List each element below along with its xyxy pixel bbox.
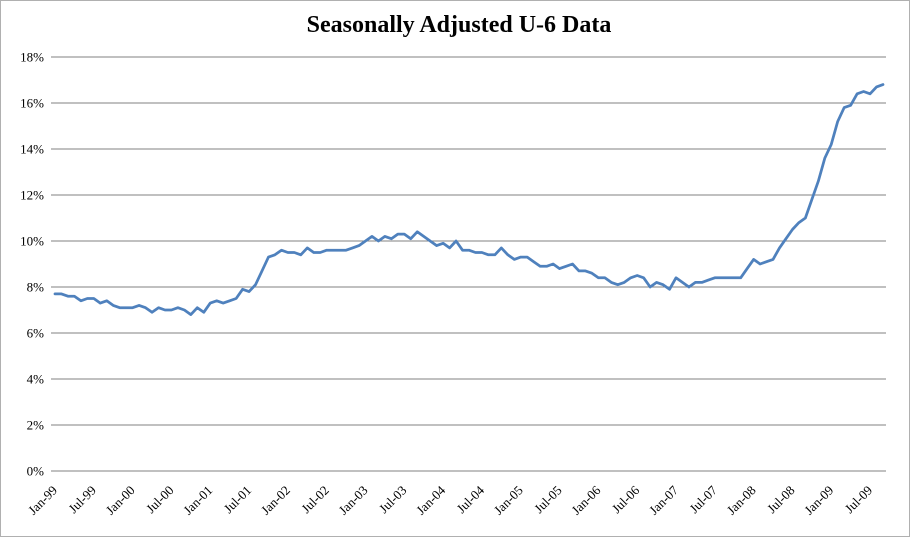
x-axis-tick-label: Jan-04 xyxy=(413,482,448,517)
y-axis-tick-label: 0% xyxy=(27,464,45,479)
x-axis-tick-label: Jan-01 xyxy=(180,483,215,518)
y-axis-tick-label: 10% xyxy=(20,234,44,249)
x-axis-tick-label: Jan-08 xyxy=(724,483,759,518)
y-axis-tick-label: 4% xyxy=(27,372,45,387)
x-axis-tick-label: Jul-99 xyxy=(65,483,99,517)
x-axis-tick-label: Jan-06 xyxy=(568,482,603,517)
y-axis-tick-label: 16% xyxy=(20,96,44,111)
y-axis-tick-label: 14% xyxy=(20,142,44,157)
x-axis-tick-label: Jan-05 xyxy=(491,483,526,518)
x-axis-tick-label: Jan-02 xyxy=(258,483,293,518)
y-axis-labels: 0% 2% 4% 6% 8% 10% 12% 14% 16% 18% xyxy=(20,50,44,479)
y-axis-tick-label: 8% xyxy=(27,280,45,295)
x-axis-tick-label: Jul-01 xyxy=(221,483,255,517)
x-axis-tick-label: Jul-04 xyxy=(453,482,487,516)
x-axis-tick-label: Jul-09 xyxy=(842,483,876,517)
chart-title: Seasonally Adjusted U-6 Data xyxy=(307,12,612,38)
x-axis-tick-label: Jul-00 xyxy=(143,483,177,517)
gridlines xyxy=(51,56,886,472)
x-axis-tick-label: Jul-02 xyxy=(298,483,332,517)
y-axis-tick-label: 2% xyxy=(27,418,45,433)
x-axis-tick-label: Jan-07 xyxy=(646,482,681,517)
x-axis-tick-label: Jan-03 xyxy=(335,483,370,518)
y-axis-tick-label: 6% xyxy=(27,326,45,341)
x-axis-tick-label: Jul-06 xyxy=(609,482,643,516)
y-axis-tick-label: 12% xyxy=(20,188,44,203)
x-axis-tick-label: Jan-09 xyxy=(801,483,836,518)
x-axis-tick-label: Jul-03 xyxy=(376,483,410,517)
x-axis-tick-label: Jan-99 xyxy=(25,483,60,518)
x-axis-labels: Jan-99 Jul-99 Jan-00 Jul-00 Jan-01 Jul-01 Jan-… xyxy=(25,482,875,517)
x-axis-tick-label: Jul-07 xyxy=(686,482,720,516)
y-axis-tick-label: 18% xyxy=(20,50,44,65)
x-axis-tick-label: Jul-05 xyxy=(531,483,565,517)
u6-series-line xyxy=(53,83,885,316)
x-axis-tick-label: Jan-00 xyxy=(103,483,138,518)
x-axis-tick-label: Jul-08 xyxy=(764,483,798,517)
